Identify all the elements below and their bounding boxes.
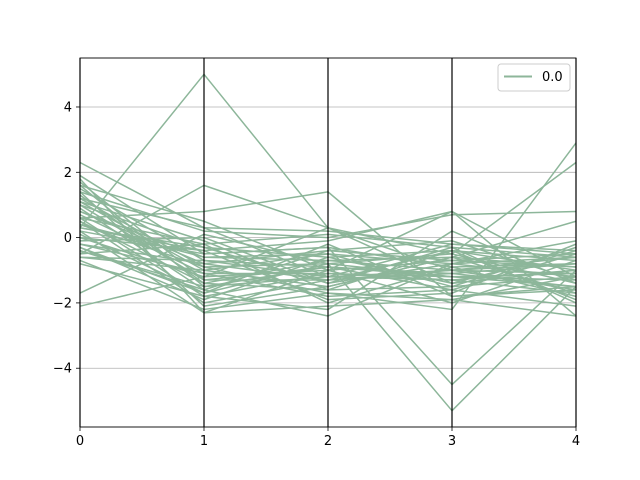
x-tick-label-4: 4 (572, 434, 580, 449)
x-tick-label-3: 3 (448, 434, 456, 449)
y-tick-label-3: 2 (64, 166, 72, 181)
y-axis-ticks: −4 −2 0 2 4 (53, 100, 80, 377)
y-tick-label-4: 4 (64, 100, 72, 115)
y-tick-label-2: 0 (64, 231, 72, 246)
x-tick-label-2: 2 (324, 434, 332, 449)
y-tick-label-0: −4 (53, 362, 72, 377)
x-axis-ticks: 0 1 2 3 4 (76, 427, 580, 449)
x-tick-label-0: 0 (76, 434, 84, 449)
legend: 0.0 (497, 63, 571, 92)
y-tick-label-1: −2 (53, 296, 72, 311)
legend-label: 0.0 (542, 70, 563, 85)
legend-box (497, 63, 571, 92)
x-tick-label-1: 1 (200, 434, 208, 449)
